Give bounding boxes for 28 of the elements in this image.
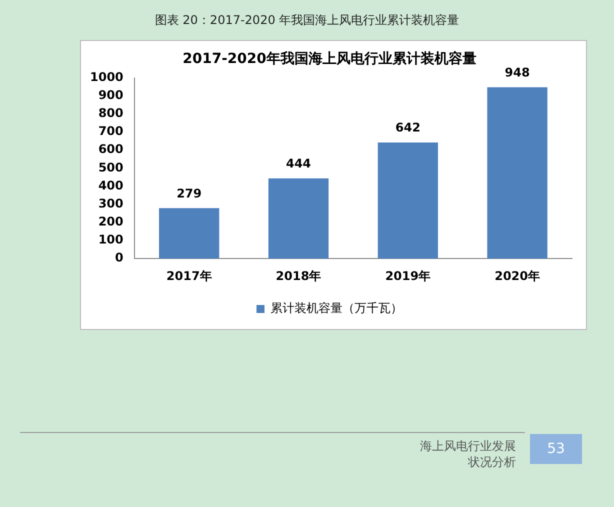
y-tick-label: 0: [115, 250, 124, 265]
bar: [378, 142, 438, 259]
x-tick-label: 2020年: [494, 268, 540, 283]
text: 图表 20：2017-2020 年我国海上风电行业累计装机容量: [154, 12, 460, 29]
x-tick-label: 2018年: [276, 268, 322, 283]
data-label: 948: [504, 65, 530, 80]
bar: [487, 87, 548, 259]
y-tick-label: 100: [98, 232, 124, 247]
y-tick-label: 600: [98, 142, 124, 156]
data-label: 279: [176, 186, 202, 200]
y-tick-label: 300: [98, 196, 124, 210]
x-tick-label: 2017年: [166, 268, 212, 283]
x-tick-label: 2019年: [385, 268, 431, 283]
y-tick-label: 900: [98, 88, 124, 102]
legend-label: 累计装机容量（万千瓦）: [270, 301, 402, 316]
data-label: 444: [286, 156, 312, 170]
data-label: 642: [395, 120, 420, 135]
y-tick-label: 700: [98, 124, 124, 138]
y-tick-label: 200: [98, 214, 124, 229]
text: 海上风电行业发展状况分析: [420, 438, 516, 470]
y-tick-label: 400: [98, 178, 124, 192]
text: 53: [530, 434, 582, 464]
y-tick-label: 500: [98, 160, 124, 174]
y-tick-label: 1000: [90, 70, 124, 84]
bar: [268, 178, 329, 259]
y-tick-label: 800: [98, 106, 124, 120]
chart-title: 2017-2020年我国海上风电行业累计装机容量: [182, 50, 476, 68]
bar: [159, 208, 220, 259]
